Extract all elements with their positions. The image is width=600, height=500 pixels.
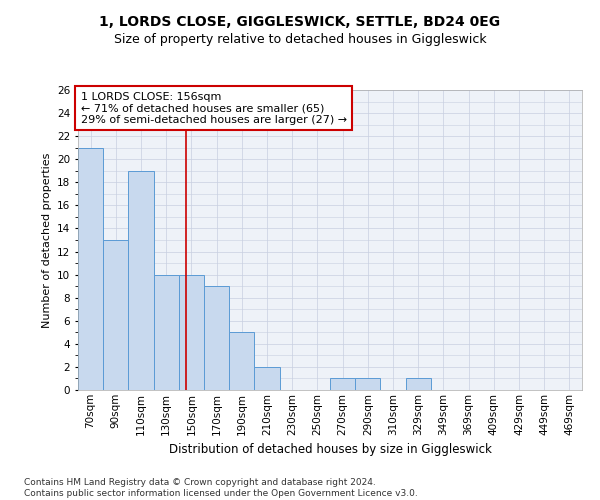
Text: 1, LORDS CLOSE, GIGGLESWICK, SETTLE, BD24 0EG: 1, LORDS CLOSE, GIGGLESWICK, SETTLE, BD2… [100, 15, 500, 29]
Bar [229, 332, 254, 390]
X-axis label: Distribution of detached houses by size in Giggleswick: Distribution of detached houses by size … [169, 443, 491, 456]
Bar [128, 171, 154, 390]
Y-axis label: Number of detached properties: Number of detached properties [41, 152, 52, 328]
Text: 1 LORDS CLOSE: 156sqm
← 71% of detached houses are smaller (65)
29% of semi-deta: 1 LORDS CLOSE: 156sqm ← 71% of detached … [80, 92, 347, 124]
Bar [204, 286, 229, 390]
Bar [179, 274, 204, 390]
Text: Size of property relative to detached houses in Giggleswick: Size of property relative to detached ho… [113, 32, 487, 46]
Bar [406, 378, 431, 390]
Bar [154, 274, 179, 390]
Bar [254, 367, 280, 390]
Bar [330, 378, 355, 390]
Bar [78, 148, 103, 390]
Text: Contains HM Land Registry data © Crown copyright and database right 2024.
Contai: Contains HM Land Registry data © Crown c… [24, 478, 418, 498]
Bar [355, 378, 380, 390]
Bar [103, 240, 128, 390]
